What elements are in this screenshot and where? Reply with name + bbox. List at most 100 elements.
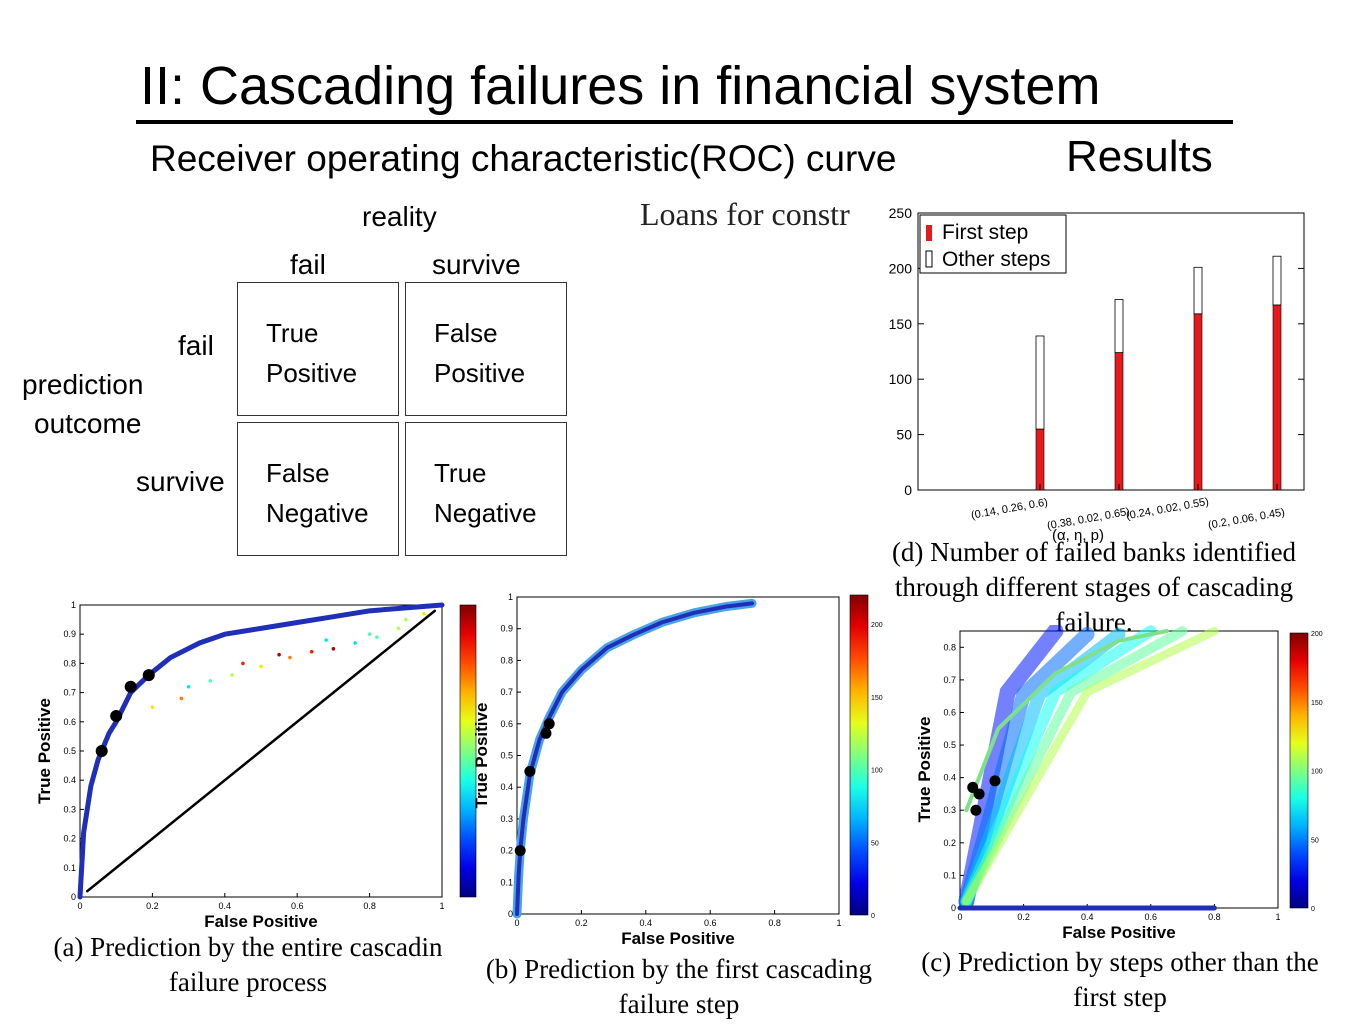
y-tick-label: 0 — [508, 909, 513, 919]
y-tick-label: 0.3 — [500, 814, 513, 824]
chart-b-roc: 0 0.2 0.4 0.6 0.8 1 0 0.1 0.2 0.3 0.4 0.5 0.6 0.7 0.8 0… — [475, 592, 883, 948]
bar-first-step — [1272, 304, 1282, 491]
upper-envelope — [964, 629, 1169, 813]
y-tick-label: 0.7 — [63, 688, 76, 698]
y-tick-label: 0.2 — [943, 838, 956, 848]
y-tick-label: 0 — [904, 482, 912, 498]
marked-point — [95, 745, 108, 757]
y-tick-label: 0.5 — [943, 740, 956, 750]
scatter-point — [179, 696, 184, 701]
x-tick-label: 0 — [77, 901, 82, 911]
caption-b-line1: (b) Prediction by the first cascading — [485, 954, 873, 984]
x-tick-label: 0.4 — [219, 901, 232, 911]
x-tick-label: 1 — [1275, 912, 1280, 922]
results-label: Results — [1066, 132, 1213, 181]
caption-a: (a) Prediction by the entire cascadin fa… — [18, 930, 478, 1000]
y-tick-label: 0.1 — [943, 870, 956, 880]
false-positive-cell: False Positive — [405, 282, 567, 416]
x-axis-label: False Positive — [1062, 923, 1175, 942]
y-tick-label: 0.3 — [63, 804, 76, 814]
colorbar-tick-label: 150 — [1311, 700, 1323, 707]
legend-label-first-step: First step — [942, 221, 1028, 244]
x-tick-label: 0.2 — [146, 901, 159, 911]
tn-line2: Negative — [434, 498, 537, 528]
marked-point — [543, 718, 555, 730]
y-tick-label: 0.8 — [63, 658, 76, 668]
x-tick-label: 0.8 — [1208, 912, 1221, 922]
colorbar-tick-label: 100 — [1311, 769, 1323, 776]
caption-b-line2: failure step — [618, 989, 740, 1019]
x-axis-label: False Positive — [621, 929, 734, 948]
marked-point — [973, 788, 985, 800]
y-tick-label: 0.4 — [943, 773, 956, 783]
y-tick-label: 0.5 — [500, 751, 513, 761]
y-tick-label: 250 — [889, 205, 913, 221]
x-tick-label: 0.4 — [640, 918, 653, 928]
diagonal-line — [85, 609, 437, 893]
colorbar-tick-label: 200 — [871, 622, 883, 629]
chart-c-roc: 0 0.2 0.4 0.6 0.8 1 0 0.1 0.2 0.3 0.4 0.5 0.6 0.7 0.8 F… — [915, 625, 1323, 942]
x-tick-label: 0.2 — [1017, 912, 1030, 922]
scatter-point — [331, 647, 336, 651]
marked-point — [110, 709, 123, 722]
caption-c-line1: (c) Prediction by steps other than the — [921, 947, 1319, 977]
marked-point — [142, 669, 155, 682]
roc-curve — [515, 601, 755, 916]
y-tick-label: 50 — [896, 427, 912, 443]
y-tick-label: 0.3 — [943, 805, 956, 815]
y-tick-label: 200 — [889, 260, 913, 276]
marked-point — [514, 845, 526, 857]
scatter-point — [186, 684, 191, 689]
y-tick-label: 0.7 — [943, 675, 956, 685]
x-axis-label: (α, η, p) — [1052, 527, 1104, 544]
y-tick-label: 0.1 — [500, 877, 513, 887]
y-tick-label: 0.6 — [63, 717, 76, 727]
title-underline — [136, 120, 1233, 124]
colorbar-tick-label: 100 — [871, 768, 883, 775]
column-fail-label: fail — [290, 249, 326, 280]
y-tick-label: 0.9 — [500, 624, 513, 634]
scatter-point — [288, 655, 292, 660]
x-tick-label: 0.8 — [768, 918, 781, 928]
scatter-point — [396, 626, 401, 631]
y-tick-label: 1 — [71, 600, 76, 610]
roc-curve — [77, 602, 445, 900]
scatter-point — [309, 649, 314, 654]
slide-subtitle: Receiver operating characteristic(ROC) c… — [150, 138, 897, 179]
caption-b: (b) Prediction by the first cascading fa… — [474, 952, 884, 1022]
bar-first-step — [1035, 428, 1045, 491]
fan-band — [962, 626, 1219, 906]
column-survive-label: survive — [432, 249, 521, 280]
marked-point — [540, 727, 552, 739]
x-tick-label: (0.24, 0.02, 0.55) — [1125, 496, 1210, 522]
false-negative-cell: False Negative — [237, 422, 399, 556]
y-axis-label: True Positive — [35, 698, 54, 804]
y-tick-label: 0.8 — [943, 642, 956, 652]
caption-a-line2: failure process — [168, 967, 328, 997]
fan-band — [961, 626, 1188, 907]
tp-line1: True — [266, 318, 319, 348]
x-tick-label: 1 — [439, 901, 444, 911]
marked-point — [970, 804, 982, 816]
bar-first-step — [1193, 313, 1203, 491]
y-axis-label: True Positive — [475, 703, 491, 809]
colorbar-tick-label: 0 — [1311, 906, 1315, 913]
scatter-point — [375, 635, 379, 639]
colorbar-tick-label: 50 — [871, 840, 879, 847]
x-tick-label: (0.14, 0.26, 0.6) — [970, 496, 1049, 521]
scatter-point — [150, 705, 155, 709]
reality-label: reality — [362, 201, 437, 232]
caption-d: (d) Number of failed banks identified th… — [864, 535, 1324, 640]
scatter-point — [422, 611, 426, 616]
row-fail-label: fail — [178, 330, 214, 361]
colorbar-tick-label: 200 — [1311, 631, 1323, 638]
marked-point — [124, 680, 137, 693]
y-tick-label: 0.2 — [500, 846, 513, 856]
prediction-label: prediction — [22, 369, 144, 400]
scatter-point — [324, 638, 328, 642]
caption-a-line1: (a) Prediction by the entire cascadin — [53, 932, 443, 962]
y-tick-label: 0.4 — [63, 775, 76, 785]
y-tick-label: 0.2 — [63, 834, 76, 844]
x-axis-label: False Positive — [204, 912, 317, 931]
colorbar-tick-label: 150 — [871, 695, 883, 702]
